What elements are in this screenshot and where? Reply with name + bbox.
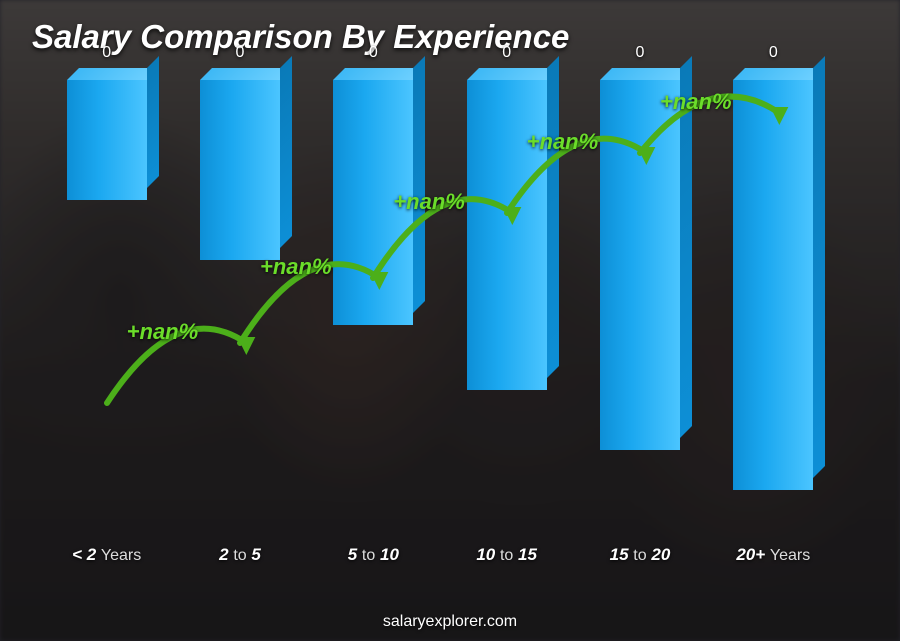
- bar-front: [67, 80, 147, 200]
- chart-area: 000000 +nan%+nan%+nan%+nan%+nan% < 2 Yea…: [40, 80, 840, 581]
- x-axis-label: 10 to 15: [440, 545, 573, 581]
- bar-side-face: [280, 56, 292, 248]
- bar-value-label: 0: [369, 44, 378, 62]
- bar-side-face: [147, 56, 159, 188]
- bar-value-label: 0: [769, 44, 778, 62]
- delta-label: +nan%: [393, 189, 465, 215]
- x-axis-label: 2 to 5: [173, 545, 306, 581]
- bar-top-face: [200, 68, 292, 80]
- bar-value-label: 0: [502, 44, 511, 62]
- delta-label: +nan%: [660, 89, 732, 115]
- x-axis-label: 15 to 20: [573, 545, 706, 581]
- chart-title: Salary Comparison By Experience: [32, 18, 569, 56]
- bar-side-face: [813, 56, 825, 478]
- bar-top-face: [333, 68, 425, 80]
- bar-top-face: [467, 68, 559, 80]
- bar: 0: [67, 80, 147, 200]
- x-axis-label: 5 to 10: [307, 545, 440, 581]
- bar-value-label: 0: [636, 44, 645, 62]
- delta-label: +nan%: [527, 129, 599, 155]
- bar-value-label: 0: [102, 44, 111, 62]
- x-axis-label: < 2 Years: [40, 545, 173, 581]
- bar: 0: [200, 80, 280, 260]
- footer-attribution: salaryexplorer.com: [0, 613, 900, 631]
- bar-value-label: 0: [236, 44, 245, 62]
- delta-label: +nan%: [260, 254, 332, 280]
- delta-label: +nan%: [127, 319, 199, 345]
- bar-front: [200, 80, 280, 260]
- x-axis: < 2 Years2 to 55 to 1010 to 1515 to 2020…: [40, 545, 840, 581]
- bar-top-face: [67, 68, 159, 80]
- x-axis-label: 20+ Years: [707, 545, 840, 581]
- chart-container: Salary Comparison By Experience Average …: [0, 0, 900, 641]
